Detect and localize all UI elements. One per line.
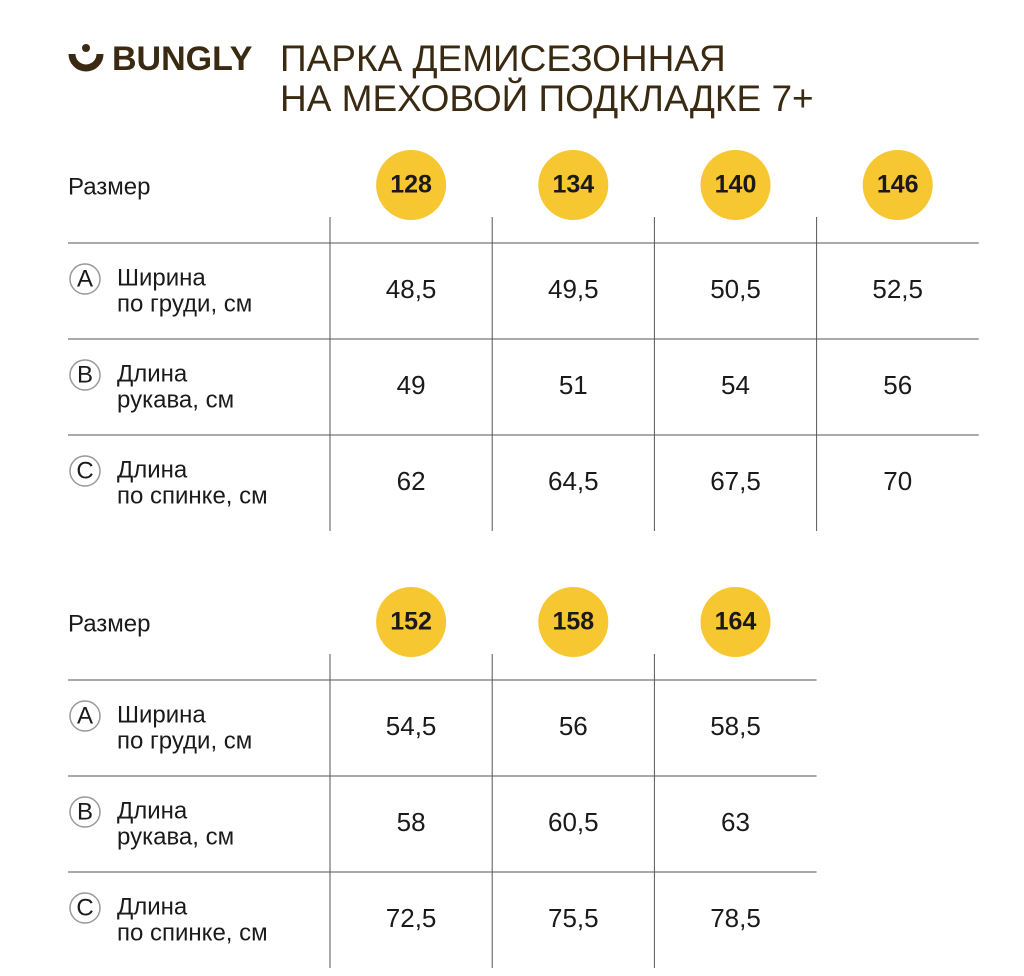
title-line: ПАРКА ДЕМИСЕЗОННАЯ bbox=[280, 38, 726, 79]
cell-value: 70 bbox=[883, 466, 912, 496]
cell-value: 52,5 bbox=[872, 274, 923, 304]
size: 128 bbox=[390, 171, 432, 199]
title-line: НА МЕХОВОЙ ПОДКЛАДКЕ 7+ bbox=[280, 77, 814, 119]
size-label: Размер bbox=[68, 173, 151, 200]
cell-value: 78,5 bbox=[710, 903, 761, 933]
letter-badge bbox=[69, 263, 101, 295]
cell-value: 75,5 bbox=[548, 903, 599, 933]
size: 158 bbox=[552, 608, 594, 636]
letter-badge bbox=[69, 892, 101, 924]
size: 134 bbox=[552, 171, 594, 199]
letter-badge bbox=[69, 796, 101, 828]
size: 164 bbox=[715, 608, 757, 636]
cell-value: 63 bbox=[721, 807, 750, 837]
cell-value: 49 bbox=[397, 370, 426, 400]
size-badge bbox=[376, 150, 447, 220]
size-badge bbox=[538, 150, 609, 220]
logo: BUNGLY bbox=[68, 40, 253, 78]
row-label: рукава, см bbox=[117, 386, 234, 413]
size-badge bbox=[700, 587, 771, 657]
size: 140 bbox=[715, 171, 757, 199]
cell-value: 54 bbox=[721, 370, 750, 400]
cell-value: 72,5 bbox=[386, 903, 437, 933]
size-badge bbox=[538, 587, 609, 657]
row-letter: B bbox=[77, 798, 93, 825]
row-letter: C bbox=[76, 894, 93, 921]
cell-value: 64,5 bbox=[548, 466, 599, 496]
cell-value: 50,5 bbox=[710, 274, 761, 304]
cell-value: 51 bbox=[559, 370, 588, 400]
size: 146 bbox=[877, 171, 919, 199]
row-label: Длина bbox=[117, 360, 188, 387]
cell-value: 54,5 bbox=[386, 711, 437, 741]
cell-value: 49,5 bbox=[548, 274, 599, 304]
cell-value: 58,5 bbox=[710, 711, 761, 741]
row-label: по груди, см bbox=[117, 727, 252, 754]
cell-value: 62 bbox=[397, 466, 426, 496]
row-label: Ширина bbox=[117, 701, 206, 728]
size-badge bbox=[376, 587, 447, 657]
cell-value: 60,5 bbox=[548, 807, 599, 837]
brand: BUNGLY bbox=[112, 40, 253, 78]
row-label: Длина bbox=[117, 797, 188, 824]
row-label: Ширина bbox=[117, 264, 206, 291]
logo-icon bbox=[68, 53, 104, 72]
row-label: Длина bbox=[117, 456, 188, 483]
row-label: рукава, см bbox=[117, 823, 234, 850]
cell-value: 58 bbox=[397, 807, 426, 837]
row-letter: B bbox=[77, 361, 93, 388]
row-letter: A bbox=[77, 265, 93, 292]
size-label: Размер bbox=[68, 610, 151, 637]
cell-value: 48,5 bbox=[386, 274, 437, 304]
row-letter: A bbox=[77, 702, 93, 729]
cell-value: 56 bbox=[883, 370, 912, 400]
logo-icon-dot bbox=[82, 44, 90, 52]
size-badge bbox=[700, 150, 771, 220]
row-label: по груди, см bbox=[117, 290, 252, 317]
size: 152 bbox=[390, 608, 432, 636]
row-label: Длина bbox=[117, 893, 188, 920]
letter-badge bbox=[69, 455, 101, 487]
row-label: по спинке, см bbox=[117, 919, 268, 946]
row-letter: C bbox=[76, 457, 93, 484]
cell-value: 67,5 bbox=[710, 466, 761, 496]
row-label: по спинке, см bbox=[117, 482, 268, 509]
cell-value: 56 bbox=[559, 711, 588, 741]
letter-badge bbox=[69, 700, 101, 732]
letter-badge bbox=[69, 359, 101, 391]
size-badge bbox=[862, 150, 933, 220]
